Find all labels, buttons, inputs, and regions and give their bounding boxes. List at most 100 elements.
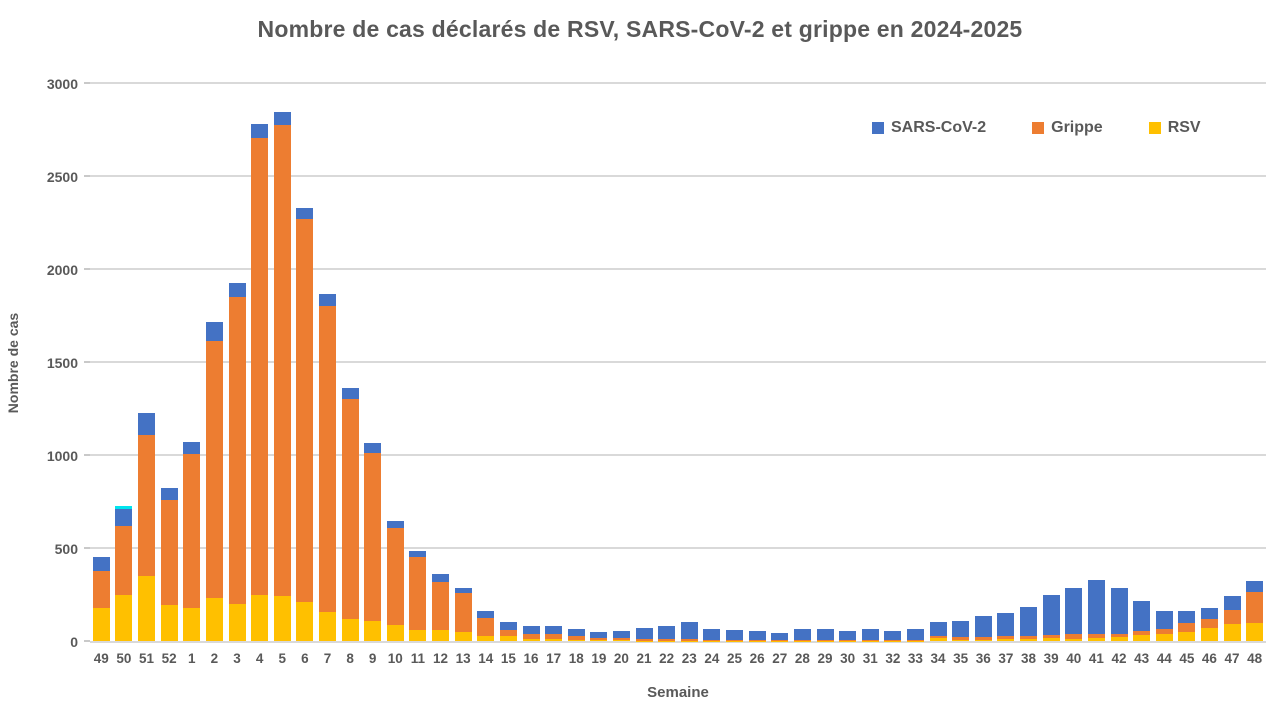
bar-segment-rsv-week-3[interactable] — [228, 604, 246, 641]
bar-week-8[interactable] — [341, 388, 359, 641]
bar-segment-sars-cov-2-week-9[interactable] — [364, 443, 382, 453]
bar-week-10[interactable] — [386, 521, 404, 641]
legend-item-grippe[interactable]: Grippe — [1032, 119, 1103, 137]
bar-segment-grippe-week-50[interactable] — [115, 525, 133, 596]
bar-segment-sars-cov-2-week-32[interactable] — [884, 630, 902, 641]
bar-week-27[interactable] — [771, 633, 789, 641]
bar-week-23[interactable] — [680, 622, 698, 641]
bar-segment-sars-cov-2-week-8[interactable] — [341, 388, 359, 399]
bar-segment-sars-cov-2-week-35[interactable] — [952, 620, 970, 638]
bar-segment-rsv-week-7[interactable] — [318, 611, 336, 641]
bar-segment-rsv-week-16[interactable] — [522, 638, 540, 641]
bar-week-38[interactable] — [1020, 607, 1038, 641]
bar-week-49[interactable] — [92, 556, 110, 641]
bar-segment-sars-cov-2-week-26[interactable] — [748, 630, 766, 640]
bar-segment-sars-cov-2-week-37[interactable] — [997, 612, 1015, 637]
bar-segment-grippe-week-27[interactable] — [771, 640, 789, 641]
bar-week-11[interactable] — [409, 550, 427, 641]
bar-segment-grippe-week-16[interactable] — [522, 634, 540, 639]
legend-item-rsv[interactable]: RSV — [1148, 119, 1201, 137]
bar-week-52[interactable] — [160, 487, 178, 641]
bar-segment-grippe-week-26[interactable] — [748, 639, 766, 641]
bar-segment-sars-cov-2-week-27[interactable] — [771, 633, 789, 641]
bar-segment-rsv-week-44[interactable] — [1155, 633, 1173, 641]
bar-segment-rsv-week-48[interactable] — [1246, 622, 1264, 641]
bar-segment-sars-cov-2-week-25[interactable] — [726, 630, 744, 640]
bar-segment-sars-cov-2-week-7[interactable] — [318, 294, 336, 307]
bar-segment-sars-cov-2-week-23[interactable] — [680, 622, 698, 640]
bar-segment-grippe-week-39[interactable] — [1042, 635, 1060, 639]
bar-segment-grippe-week-7[interactable] — [318, 306, 336, 612]
bar-segment-sars-cov-2-week-16[interactable] — [522, 626, 540, 635]
bar-segment-rsv-week-36[interactable] — [974, 639, 992, 641]
bar-segment-rsv-week-10[interactable] — [386, 625, 404, 641]
bar-segment-grippe-week-49[interactable] — [92, 571, 110, 608]
bar-week-6[interactable] — [296, 207, 314, 641]
bar-segment-sars-cov-2-week-41[interactable] — [1087, 580, 1105, 635]
bar-segment-rsv-week-18[interactable] — [567, 639, 585, 641]
bar-segment-rsv-week-43[interactable] — [1133, 635, 1151, 641]
legend-item-sars-cov-2[interactable]: SARS-CoV-2 — [872, 119, 986, 137]
bar-segment-grippe-week-22[interactable] — [658, 639, 676, 641]
bar-segment-rsv-week-37[interactable] — [997, 639, 1015, 641]
bar-segment-sars-cov-2-week-33[interactable] — [906, 629, 924, 640]
bar-segment-sars-cov-2-week-20[interactable] — [612, 630, 630, 639]
bar-segment-grippe-week-47[interactable] — [1223, 609, 1241, 625]
bar-week-13[interactable] — [454, 587, 472, 641]
bar-week-35[interactable] — [952, 620, 970, 641]
bar-segment-sars-cov-2-week-34[interactable] — [929, 622, 947, 637]
bar-week-12[interactable] — [432, 574, 450, 641]
bar-segment-grippe-week-1[interactable] — [183, 454, 201, 609]
bar-week-16[interactable] — [522, 626, 540, 641]
bar-segment-grippe-week-33[interactable] — [906, 639, 924, 641]
bar-segment-sars-cov-2-week-48[interactable] — [1246, 580, 1264, 593]
bar-week-40[interactable] — [1065, 587, 1083, 641]
bar-segment-rsv-week-19[interactable] — [590, 640, 608, 641]
bar-week-9[interactable] — [364, 443, 382, 641]
bar-week-46[interactable] — [1200, 607, 1218, 641]
bar-segment-rsv-week-34[interactable] — [929, 638, 947, 641]
bar-week-37[interactable] — [997, 612, 1015, 641]
bar-segment-grippe-week-2[interactable] — [205, 340, 223, 599]
bar-segment-rsv-week-4[interactable] — [251, 594, 269, 641]
bar-segment-grippe-week-23[interactable] — [680, 639, 698, 641]
bar-segment-sars-cov-2-week-40[interactable] — [1065, 587, 1083, 635]
bar-segment-sars-cov-2-week-11[interactable] — [409, 550, 427, 557]
bar-week-33[interactable] — [906, 629, 924, 641]
bar-segment-grippe-week-30[interactable] — [839, 640, 857, 641]
bar-segment-sars-cov-2-week-47[interactable] — [1223, 596, 1241, 610]
bar-segment-sars-cov-2-week-28[interactable] — [793, 629, 811, 640]
bar-segment-grippe-week-17[interactable] — [545, 634, 563, 639]
bar-segment-sars-cov-2-week-14[interactable] — [477, 610, 495, 618]
bar-segment-grippe-week-28[interactable] — [793, 639, 811, 641]
bar-week-28[interactable] — [793, 629, 811, 641]
bar-week-45[interactable] — [1178, 611, 1196, 641]
bar-segment-sars-cov-2-week-52[interactable] — [160, 487, 178, 500]
bar-segment-rsv-week-39[interactable] — [1042, 638, 1060, 641]
bar-segment-rsv-week-13[interactable] — [454, 631, 472, 641]
bar-segment-grippe-week-45[interactable] — [1178, 623, 1196, 633]
bar-segment-grippe-week-25[interactable] — [726, 639, 744, 641]
bar-segment-rsv-week-42[interactable] — [1110, 637, 1128, 641]
bar-segment-rsv-week-49[interactable] — [92, 607, 110, 641]
bar-segment-sars-cov-2-week-30[interactable] — [839, 630, 857, 641]
bar-segment-sars-cov-2-week-3[interactable] — [228, 282, 246, 298]
bar-segment-grippe-week-9[interactable] — [364, 452, 382, 621]
bar-segment-grippe-week-4[interactable] — [251, 138, 269, 595]
bar-week-15[interactable] — [499, 621, 517, 641]
bar-week-1[interactable] — [183, 442, 201, 641]
bar-segment-rsv-week-11[interactable] — [409, 629, 427, 641]
bar-segment-rsv-week-45[interactable] — [1178, 632, 1196, 641]
bar-segment-sars-cov-2-week-6[interactable] — [296, 207, 314, 219]
bar-segment-sars-cov-2-week-19[interactable] — [590, 632, 608, 638]
bar-segment-sars-cov-2-week-49[interactable] — [92, 556, 110, 572]
bar-segment-sars-cov-2-week-12[interactable] — [432, 574, 450, 582]
bar-segment-rsv-week-12[interactable] — [432, 630, 450, 641]
bar-segment-sars-cov-2-week-45[interactable] — [1178, 611, 1196, 624]
bar-segment-grippe-week-21[interactable] — [635, 638, 653, 641]
bar-segment-sars-cov-2-week-2[interactable] — [205, 322, 223, 341]
bar-segment-grippe-week-14[interactable] — [477, 617, 495, 636]
bar-week-43[interactable] — [1133, 600, 1151, 641]
bar-segment-grippe-week-42[interactable] — [1110, 633, 1128, 638]
bar-segment-rsv-week-1[interactable] — [183, 608, 201, 641]
